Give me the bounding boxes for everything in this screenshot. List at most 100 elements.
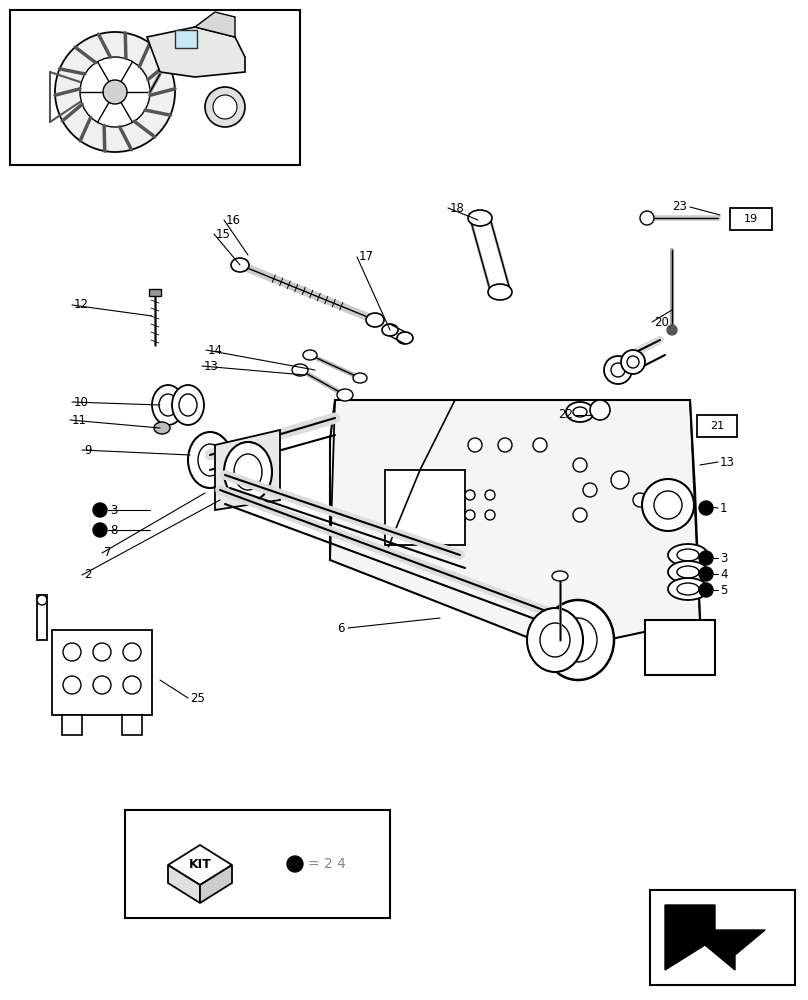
Circle shape xyxy=(611,471,629,489)
Ellipse shape xyxy=(527,608,583,672)
Circle shape xyxy=(37,595,47,605)
Text: 10: 10 xyxy=(74,395,89,408)
Circle shape xyxy=(123,643,141,661)
Text: 11: 11 xyxy=(72,414,87,426)
Text: 15: 15 xyxy=(216,228,231,240)
Circle shape xyxy=(485,490,495,500)
Ellipse shape xyxy=(382,324,398,336)
Ellipse shape xyxy=(152,385,184,425)
Circle shape xyxy=(465,490,475,500)
Polygon shape xyxy=(665,905,765,970)
Text: 22: 22 xyxy=(558,408,573,422)
Circle shape xyxy=(699,583,713,597)
Circle shape xyxy=(498,438,512,452)
Ellipse shape xyxy=(231,258,249,272)
Circle shape xyxy=(468,438,482,452)
Circle shape xyxy=(573,508,587,522)
Ellipse shape xyxy=(337,389,353,401)
Ellipse shape xyxy=(188,432,232,488)
Ellipse shape xyxy=(366,313,384,327)
Text: 8: 8 xyxy=(110,524,117,536)
Bar xyxy=(62,715,82,735)
Bar xyxy=(650,890,795,985)
Ellipse shape xyxy=(224,442,272,502)
Text: 4: 4 xyxy=(720,568,727,580)
Text: 25: 25 xyxy=(190,692,205,704)
Bar xyxy=(730,208,772,230)
Circle shape xyxy=(213,95,237,119)
Circle shape xyxy=(63,676,81,694)
Ellipse shape xyxy=(640,211,654,225)
Text: 9: 9 xyxy=(84,444,91,456)
Circle shape xyxy=(699,567,713,581)
Circle shape xyxy=(93,523,107,537)
Circle shape xyxy=(80,57,150,127)
Polygon shape xyxy=(200,865,232,903)
Circle shape xyxy=(533,438,547,452)
Bar xyxy=(645,620,715,675)
Polygon shape xyxy=(330,400,700,650)
Circle shape xyxy=(55,32,175,152)
Bar xyxy=(122,715,142,735)
Ellipse shape xyxy=(668,578,708,600)
Circle shape xyxy=(103,80,127,104)
Circle shape xyxy=(93,503,107,517)
Bar xyxy=(385,470,465,545)
Polygon shape xyxy=(215,430,280,510)
Text: 3: 3 xyxy=(720,552,727,564)
Circle shape xyxy=(485,510,495,520)
Ellipse shape xyxy=(604,356,632,384)
Ellipse shape xyxy=(172,385,204,425)
Text: 20: 20 xyxy=(654,316,669,328)
Ellipse shape xyxy=(590,400,610,420)
Bar xyxy=(697,415,737,437)
Ellipse shape xyxy=(292,364,308,376)
Ellipse shape xyxy=(154,422,170,434)
Bar xyxy=(175,30,197,48)
Text: 5: 5 xyxy=(720,584,727,596)
Circle shape xyxy=(205,87,245,127)
Text: 19: 19 xyxy=(744,214,758,224)
Polygon shape xyxy=(147,27,245,77)
Text: KIT: KIT xyxy=(188,858,212,871)
Ellipse shape xyxy=(566,402,594,422)
Text: 13: 13 xyxy=(720,456,734,468)
Text: 13: 13 xyxy=(204,360,219,372)
Circle shape xyxy=(699,501,713,515)
Text: 3: 3 xyxy=(110,504,117,516)
Text: = 2 4: = 2 4 xyxy=(308,857,346,871)
Text: 1: 1 xyxy=(720,502,727,514)
Text: 23: 23 xyxy=(672,200,687,214)
Ellipse shape xyxy=(353,373,367,383)
Circle shape xyxy=(667,325,677,335)
Circle shape xyxy=(123,676,141,694)
Polygon shape xyxy=(168,845,232,885)
Text: 16: 16 xyxy=(226,214,241,227)
Text: 14: 14 xyxy=(208,344,223,357)
Ellipse shape xyxy=(468,210,492,226)
Ellipse shape xyxy=(542,600,614,680)
Polygon shape xyxy=(37,595,47,640)
Text: 18: 18 xyxy=(450,202,465,215)
Circle shape xyxy=(287,856,303,872)
Text: 6: 6 xyxy=(338,621,345,635)
Ellipse shape xyxy=(668,544,708,566)
Circle shape xyxy=(93,643,111,661)
Circle shape xyxy=(573,458,587,472)
Ellipse shape xyxy=(488,284,512,300)
Polygon shape xyxy=(168,865,200,903)
Ellipse shape xyxy=(621,350,645,374)
Bar xyxy=(149,289,161,296)
Polygon shape xyxy=(195,12,235,37)
Text: 12: 12 xyxy=(74,298,89,312)
Ellipse shape xyxy=(397,332,413,344)
Bar xyxy=(125,810,390,918)
Circle shape xyxy=(699,551,713,565)
Circle shape xyxy=(633,493,647,507)
Text: 7: 7 xyxy=(104,546,112,560)
Ellipse shape xyxy=(552,571,568,581)
Ellipse shape xyxy=(303,350,317,360)
Circle shape xyxy=(93,676,111,694)
Circle shape xyxy=(63,643,81,661)
Text: 2: 2 xyxy=(84,568,91,582)
